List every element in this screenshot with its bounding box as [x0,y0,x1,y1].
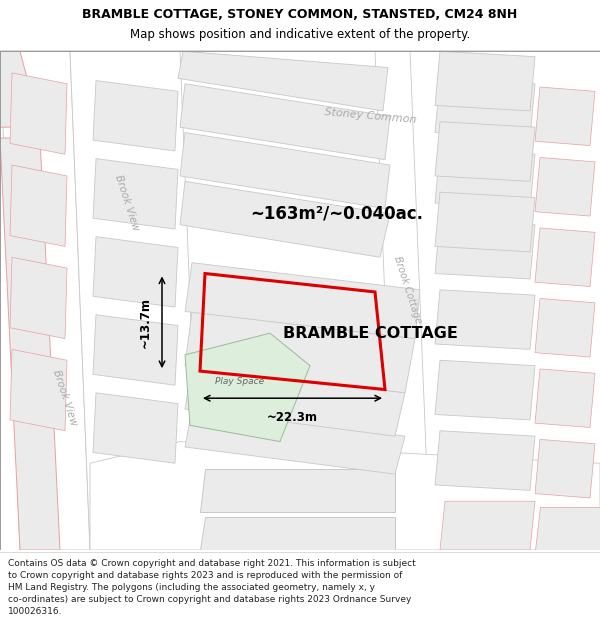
Polygon shape [440,501,535,550]
Polygon shape [535,507,600,550]
Text: co-ordinates) are subject to Crown copyright and database rights 2023 Ordnance S: co-ordinates) are subject to Crown copyr… [8,595,412,604]
Polygon shape [180,84,390,159]
Polygon shape [535,299,595,357]
Polygon shape [535,439,595,498]
Polygon shape [435,122,535,181]
Polygon shape [10,349,67,431]
Polygon shape [185,333,310,442]
Text: Brook Cottage: Brook Cottage [392,255,424,325]
Polygon shape [185,366,405,436]
Polygon shape [435,219,535,279]
Text: ~163m²/~0.040ac.: ~163m²/~0.040ac. [250,205,423,223]
Text: ~13.7m: ~13.7m [139,297,152,348]
Polygon shape [185,311,415,392]
Polygon shape [535,158,595,216]
Text: Play Space: Play Space [215,378,265,386]
Text: to Crown copyright and database rights 2023 and is reproduced with the permissio: to Crown copyright and database rights 2… [8,571,403,580]
Text: HM Land Registry. The polygons (including the associated geometry, namely x, y: HM Land Registry. The polygons (includin… [8,583,375,592]
Polygon shape [0,51,90,550]
Text: Brook View: Brook View [113,174,141,232]
Text: BRAMBLE COTTAGE, STONEY COMMON, STANSTED, CM24 8NH: BRAMBLE COTTAGE, STONEY COMMON, STANSTED… [82,8,518,21]
Polygon shape [178,51,388,111]
Text: BRAMBLE COTTAGE: BRAMBLE COTTAGE [283,326,457,341]
Text: ~22.3m: ~22.3m [267,411,318,424]
Polygon shape [535,228,595,286]
Polygon shape [10,73,67,154]
Polygon shape [93,237,178,307]
Polygon shape [185,262,420,339]
Polygon shape [90,442,600,550]
Polygon shape [435,431,535,491]
Polygon shape [200,469,395,512]
Polygon shape [0,138,60,550]
Text: Contains OS data © Crown copyright and database right 2021. This information is : Contains OS data © Crown copyright and d… [8,559,416,568]
Polygon shape [535,87,595,146]
Polygon shape [93,392,178,463]
Text: Stoney Common: Stoney Common [323,107,416,125]
Polygon shape [435,51,535,111]
Polygon shape [93,159,178,229]
Polygon shape [375,51,430,550]
Polygon shape [180,181,390,258]
Polygon shape [435,360,535,420]
Polygon shape [93,81,178,151]
Text: Map shows position and indicative extent of the property.: Map shows position and indicative extent… [130,28,470,41]
Polygon shape [200,518,395,550]
Text: 100026316.: 100026316. [8,607,62,616]
Polygon shape [70,51,200,550]
Polygon shape [10,165,67,246]
Polygon shape [435,192,535,252]
Polygon shape [185,409,405,474]
Text: Brook View: Brook View [51,369,79,428]
Polygon shape [0,51,40,127]
Polygon shape [535,369,595,428]
Polygon shape [10,258,67,339]
Polygon shape [435,149,535,209]
Polygon shape [180,132,390,209]
Polygon shape [93,315,178,385]
Polygon shape [435,290,535,349]
Polygon shape [435,78,535,138]
